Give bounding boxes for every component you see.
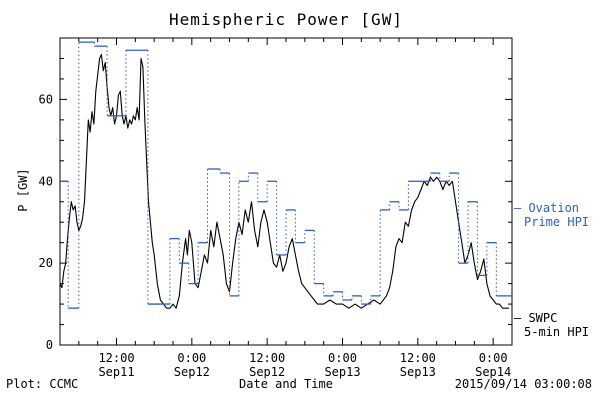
x-tick-time: 0:00 xyxy=(479,351,508,365)
y-tick-label: 40 xyxy=(39,174,53,188)
y-tick-label: 20 xyxy=(39,256,53,270)
plot-source-label: Plot: CCMC xyxy=(6,377,79,391)
x-axis-label: Date and Time xyxy=(239,377,333,391)
x-tick-time: 0:00 xyxy=(328,351,357,365)
x-tick-date: Sep12 xyxy=(174,365,210,379)
x-tick-time: 0:00 xyxy=(177,351,206,365)
x-tick-date: Sep14 xyxy=(475,365,511,379)
plot-timestamp: 2015/09/14 03:00:08 xyxy=(454,377,592,391)
x-tick-date: Sep13 xyxy=(324,365,360,379)
x-tick-time: 12:00 xyxy=(98,351,134,365)
x-tick-date: Sep12 xyxy=(249,365,285,379)
y-tick-label: 0 xyxy=(46,338,53,352)
chart-title: Hemispheric Power [GW] xyxy=(169,10,403,29)
x-tick-time: 12:00 xyxy=(400,351,436,365)
legend-swpc-line2: 5-min HPI xyxy=(524,325,590,339)
x-tick-time: 12:00 xyxy=(249,351,285,365)
legend-swpc-line1: – SWPC xyxy=(514,311,558,325)
y-axis-label: P [GW] xyxy=(16,168,30,212)
legend-swpc: – SWPC 5-min HPI xyxy=(514,311,589,339)
x-tick-date: Sep11 xyxy=(98,365,134,379)
legend-ovation: – Ovation Prime HPI xyxy=(514,201,589,229)
legend-ovation-line1: – Ovation xyxy=(514,201,580,215)
plot-frame xyxy=(59,37,513,346)
legend-ovation-line2: Prime HPI xyxy=(524,215,590,229)
y-tick-label: 60 xyxy=(39,92,53,106)
x-tick-date: Sep13 xyxy=(400,365,436,379)
